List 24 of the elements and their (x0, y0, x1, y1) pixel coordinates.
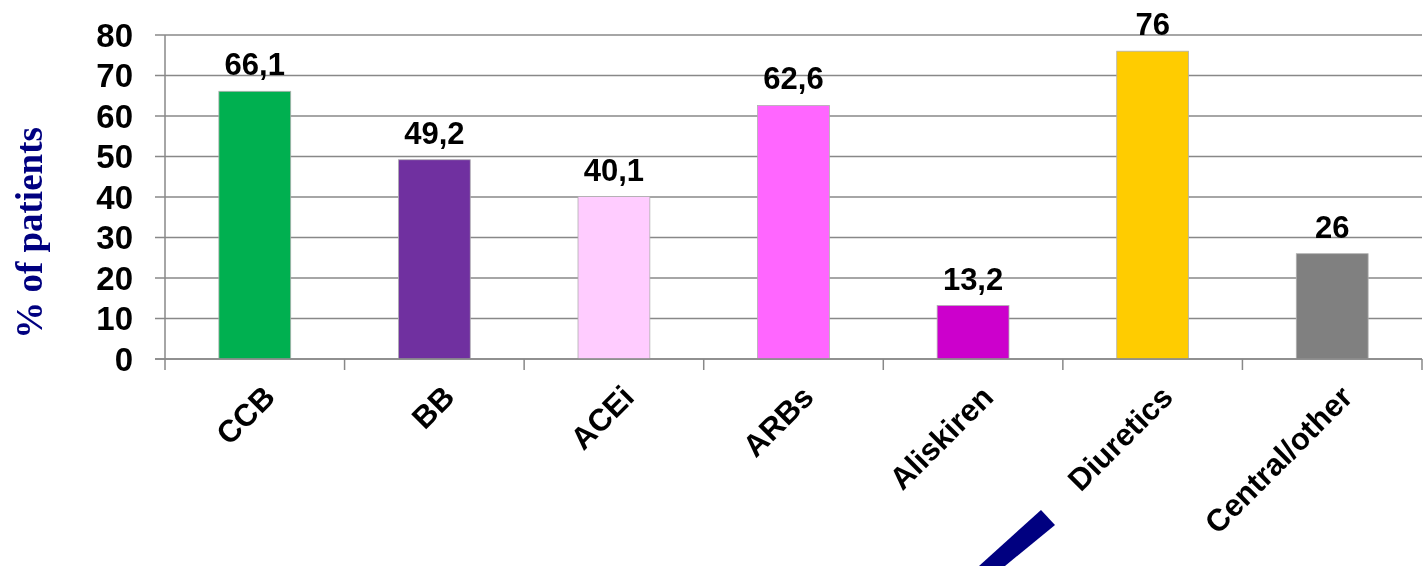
data-label: 40,1 (583, 152, 645, 188)
bar (757, 105, 830, 360)
bar (577, 196, 651, 360)
data-label: 62,6 (763, 61, 824, 97)
y-tick-label: 10 (96, 300, 133, 338)
bar (218, 90, 292, 360)
y-tick-label: 70 (96, 57, 133, 95)
bar (398, 159, 471, 360)
y-axis-title: % of patients (9, 127, 50, 339)
data-label: 26 (1314, 209, 1350, 245)
bar (936, 305, 1010, 360)
y-tick-label: 20 (96, 259, 133, 297)
y-tick-label: 80 (96, 16, 133, 54)
bar (1116, 50, 1189, 360)
data-label: 66,1 (224, 47, 285, 83)
data-label: 76 (1135, 7, 1170, 43)
x-tick-label: BB (404, 379, 462, 436)
data-label: 49,2 (404, 115, 465, 151)
data-label: 13,2 (942, 261, 1004, 297)
y-tick-label: 60 (96, 97, 133, 135)
y-tick-label: 40 (96, 178, 133, 216)
y-tick-label: 30 (96, 219, 133, 257)
y-tick-label: 0 (114, 340, 133, 378)
y-tick-label: 50 (96, 138, 133, 176)
